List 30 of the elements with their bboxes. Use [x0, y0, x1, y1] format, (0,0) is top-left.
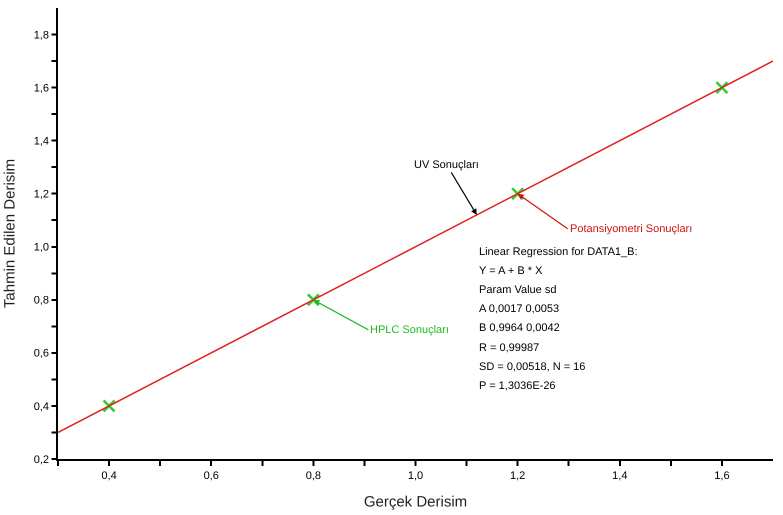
y-tick-label: 0,6 — [34, 348, 50, 360]
y-tick-label: 0,4 — [34, 400, 50, 413]
annotation: P = 1,3036E-26 — [479, 380, 556, 392]
y-tick-label: 1,0 — [34, 242, 50, 254]
y-tick-label: 1,6 — [34, 82, 50, 94]
annotation: UV Sonuçları — [414, 159, 479, 171]
y-tick-label: 0,8 — [34, 294, 50, 307]
annotation: Potansiyometri Sonuçları — [570, 223, 692, 235]
annotation: R = 0,99987 — [479, 342, 540, 354]
annotation: A 0,0017 0,0053 — [479, 303, 560, 315]
x-tick-label: 0,8 — [306, 470, 322, 482]
annotation: HPLC Sonuçları — [370, 324, 449, 336]
x-axis-title: Gerçek Derisim — [364, 493, 468, 510]
x-tick-label: 1,0 — [408, 470, 424, 482]
x-tick-label: 1,6 — [714, 470, 730, 482]
y-axis-title: Tahmin Edilen Derisim — [2, 158, 19, 308]
y-tick-label: 1,8 — [34, 29, 50, 42]
x-tick-label: 0,6 — [204, 470, 219, 482]
point — [510, 186, 524, 200]
annotation: B 0,9964 0,0042 — [479, 322, 560, 334]
y-tick-label: 1,2 — [34, 188, 50, 201]
x-tick-label: 1,2 — [510, 470, 526, 482]
annotation: Param Value sd — [479, 284, 556, 296]
annotation: Y = A + B * X — [479, 265, 544, 277]
x-tick-label: 0,4 — [101, 470, 117, 482]
annotation: Linear Regression for DATA1_B: — [479, 246, 638, 258]
x-tick-label: 1,4 — [612, 470, 628, 482]
y-tick-label: 0,2 — [34, 454, 50, 466]
y-tick-label: 1,4 — [34, 136, 50, 148]
annotation: SD = 0,00518, N = 16 — [479, 361, 586, 373]
